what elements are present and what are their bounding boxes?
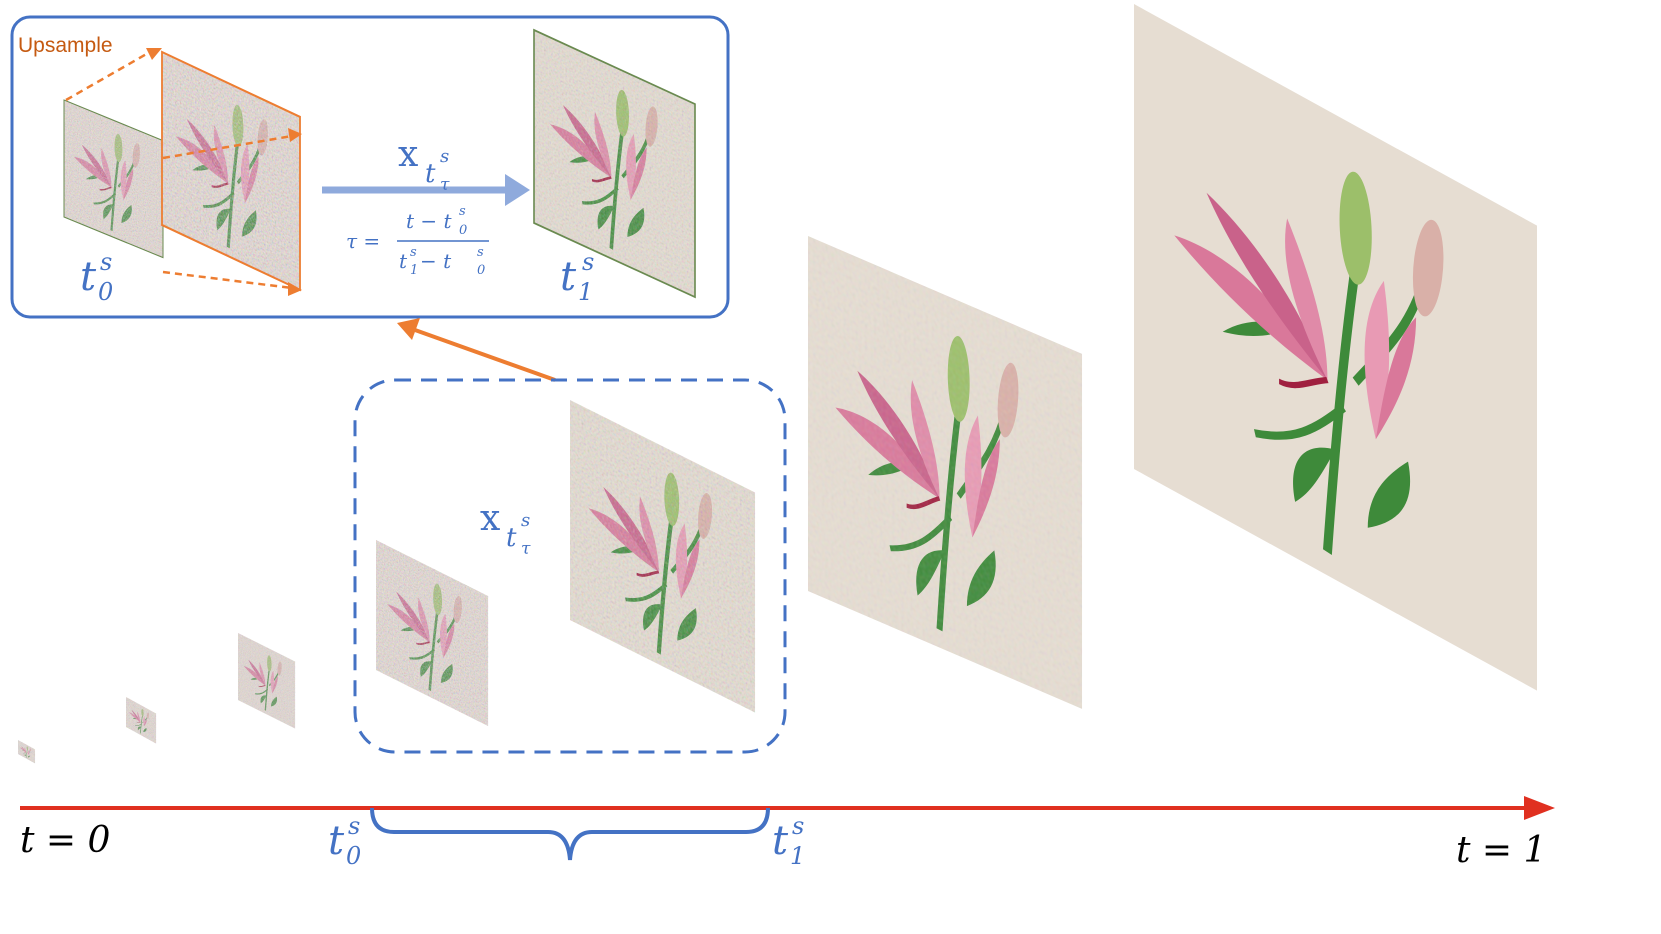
stage-1-image <box>17 739 36 764</box>
svg-text:0: 0 <box>477 263 485 278</box>
svg-text:s: s <box>440 146 449 167</box>
tau-formula: τ = t − t 0 s t 1 s − t 0 s <box>346 204 489 278</box>
svg-text:t − t: t − t <box>406 209 453 233</box>
svg-text:t: t <box>425 159 436 189</box>
inset-t1-label: t 1 s <box>560 248 594 306</box>
svg-text:t: t <box>772 818 789 864</box>
svg-text:t: t <box>328 818 345 864</box>
denoise-arrow <box>322 174 530 206</box>
upsample-label: Upsample <box>18 34 113 57</box>
svg-text:τ: τ <box>440 175 450 195</box>
inset-image-t1 <box>534 30 695 297</box>
interval-dashed-box <box>353 378 787 754</box>
stage-6-image <box>808 236 1082 709</box>
axis-end-label: t = 1 <box>1456 830 1546 871</box>
stage-4-image <box>374 538 490 728</box>
svg-text:s: s <box>459 204 466 219</box>
time-axis-arrowhead <box>1524 796 1555 820</box>
inset-border <box>10 15 730 319</box>
svg-text:x: x <box>480 498 500 539</box>
svg-text:t: t <box>560 254 577 300</box>
interval-brace <box>370 807 770 861</box>
time-axis <box>20 796 1555 820</box>
svg-text:0: 0 <box>98 278 113 306</box>
stage-3-image <box>237 632 296 730</box>
svg-text:0: 0 <box>346 842 361 870</box>
svg-text:t: t <box>506 523 517 553</box>
svg-text:s: s <box>582 248 594 276</box>
svg-text:s: s <box>477 245 484 260</box>
svg-text:x: x <box>398 134 418 175</box>
svg-text:0: 0 <box>459 223 467 238</box>
svg-text:s: s <box>792 812 804 840</box>
interval-latent-label: x t s τ <box>480 498 531 559</box>
upsample-arrows <box>65 50 293 290</box>
inset-latent-label: x t s τ <box>398 134 450 195</box>
svg-text:t: t <box>80 254 97 300</box>
svg-text:τ: τ <box>521 539 531 559</box>
axis-start-label: t = 0 <box>20 820 110 861</box>
svg-text:1: 1 <box>410 263 418 278</box>
upsample-arrowheads <box>146 48 302 296</box>
svg-text:s: s <box>348 812 360 840</box>
inset-image-upsampled <box>162 52 300 290</box>
svg-text:1: 1 <box>578 278 593 306</box>
stage-5-image <box>570 400 755 713</box>
svg-text:1: 1 <box>790 842 805 870</box>
svg-text:− t: − t <box>420 249 452 273</box>
svg-text:s: s <box>521 510 530 531</box>
inset-panel: Upsample x t s τ τ = t − t 0 s t 1 s − t… <box>10 15 730 319</box>
inset-t0-label: t 0 s <box>80 248 113 306</box>
svg-text:s: s <box>100 248 112 276</box>
svg-text:τ =: τ = <box>346 229 380 253</box>
stage-2-image <box>125 696 157 744</box>
axis-t0-label: t 0 s <box>328 812 361 870</box>
zoom-arrow <box>397 318 556 382</box>
inset-image-t0 <box>62 98 165 259</box>
svg-text:s: s <box>410 245 417 260</box>
axis-t1-label: t 1 s <box>772 812 805 870</box>
svg-text:t: t <box>399 249 408 273</box>
stage-7-image <box>1134 4 1537 691</box>
